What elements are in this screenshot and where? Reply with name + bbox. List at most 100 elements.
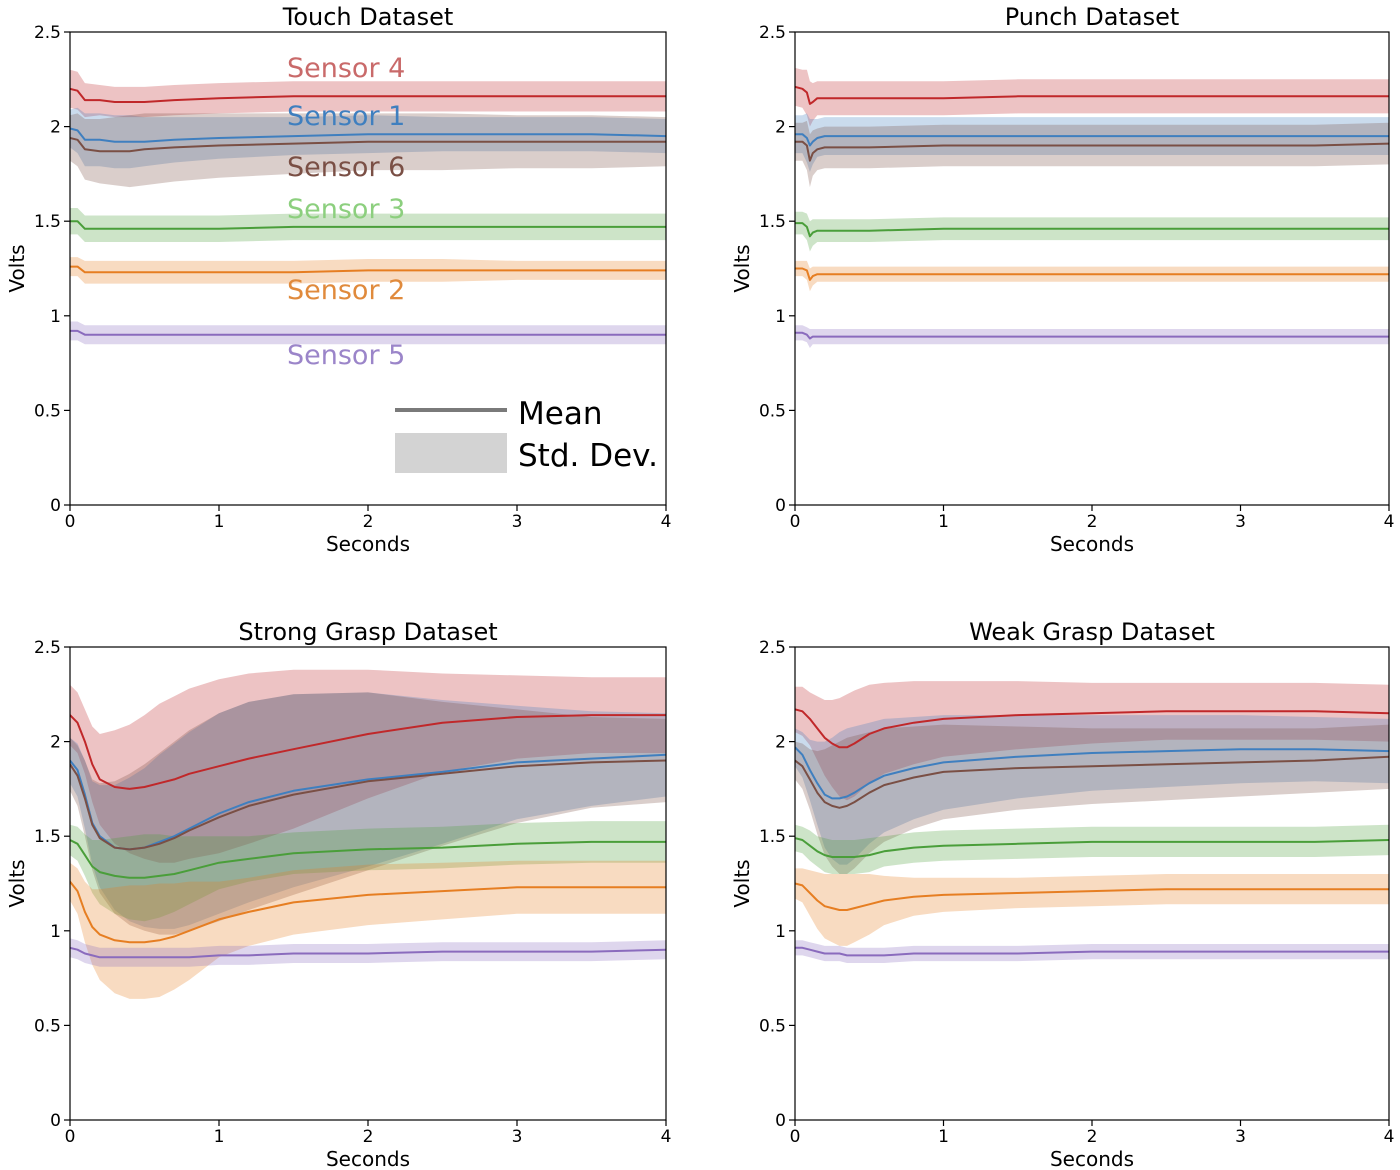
y-tick-label: 1 <box>775 922 786 942</box>
std-band-sensor-3 <box>795 824 1389 874</box>
y-tick-label: 2.5 <box>759 638 786 658</box>
x-tick-label: 1 <box>938 1127 949 1147</box>
y-tick-label: 0 <box>775 1111 786 1131</box>
x-tick-label: 0 <box>65 1127 76 1147</box>
y-tick-label: 2.5 <box>34 638 61 658</box>
x-tick-label: 4 <box>661 1127 672 1147</box>
y-tick-label: 0 <box>775 496 786 516</box>
chart-panel-3: 0 1 2 3 4 0 0.5 1 1.5 2 2.5 Strong Grasp Dataset Sec… <box>5 618 671 1170</box>
std-band-sensor-2 <box>70 860 666 999</box>
mean-line-sensor-3 <box>795 222 1389 238</box>
mean-line-sensor-2 <box>70 880 666 944</box>
mean-line-sensor-6 <box>795 140 1389 162</box>
std-band-sensor-1 <box>70 107 666 169</box>
x-tick-label: 1 <box>214 1127 225 1147</box>
y-tick-label: 2 <box>775 733 786 753</box>
y-tick-label: 2 <box>775 118 786 138</box>
std-band-sensor-3 <box>70 821 666 922</box>
y-axis-label: Volts <box>730 859 754 907</box>
y-tick-label: 1.5 <box>759 212 786 232</box>
mean-line-sensor-5 <box>70 946 666 959</box>
std-band-sensor-6 <box>70 692 666 935</box>
std-band-sensor-5 <box>70 321 666 345</box>
x-tick-label: 3 <box>1235 512 1246 532</box>
y-tick-label: 0.5 <box>759 1016 786 1036</box>
y-tick-label: 0 <box>50 1111 61 1131</box>
x-tick-label: 3 <box>512 1127 523 1147</box>
sensor-label-sensor-6: Sensor 6 <box>287 152 405 183</box>
legend: Mean Std. Dev. <box>395 396 658 474</box>
x-axis-label: Seconds <box>326 532 410 556</box>
x-tick-label: 4 <box>661 512 672 532</box>
y-tick-label: 1.5 <box>34 212 61 232</box>
y-tick-label: 1.5 <box>34 827 61 847</box>
mean-line-sensor-3 <box>70 839 666 879</box>
y-tick-label: 1 <box>50 922 61 942</box>
sensor-label-sensor-3: Sensor 3 <box>287 194 405 225</box>
plot-area <box>70 69 666 345</box>
mean-line-sensor-5 <box>70 329 666 336</box>
x-tick-label: 1 <box>938 512 949 532</box>
x-axis-label: Seconds <box>1050 1147 1134 1170</box>
x-tick-label: 4 <box>1384 512 1395 532</box>
x-tick-label: 2 <box>1087 512 1098 532</box>
sensor-label-sensor-4: Sensor 4 <box>287 53 405 84</box>
y-tick-label: 2.5 <box>34 23 61 43</box>
std-band-sensor-1 <box>70 692 666 929</box>
sensor-label-sensor-1: Sensor 1 <box>287 101 405 132</box>
plot-area <box>70 669 666 999</box>
sensor-label-sensor-5: Sensor 5 <box>287 340 405 371</box>
mean-line-sensor-4 <box>795 85 1389 105</box>
std-band-sensor-1 <box>795 113 1389 172</box>
mean-line-sensor-5 <box>795 946 1389 957</box>
chart-panel-4: 0 1 2 3 4 0 0.5 1 1.5 2 2.5 Weak Grasp Dataset Secon… <box>730 618 1394 1170</box>
mean-line-sensor-2 <box>70 265 666 274</box>
std-band-sensor-6 <box>70 113 666 188</box>
y-tick-label: 0.5 <box>759 401 786 421</box>
y-tick-label: 0.5 <box>34 401 61 421</box>
chart-title: Weak Grasp Dataset <box>969 618 1215 646</box>
mean-line-sensor-6 <box>70 759 666 851</box>
y-tick-label: 0.5 <box>34 1016 61 1036</box>
std-band-sensor-3 <box>795 211 1389 252</box>
plot-area <box>795 681 1389 963</box>
legend-std-label: Std. Dev. <box>518 438 658 474</box>
plot-area <box>795 67 1389 348</box>
x-tick-label: 0 <box>65 512 76 532</box>
y-axis-label: Volts <box>730 244 754 292</box>
sensor-label-sensor-2: Sensor 2 <box>287 275 405 306</box>
std-band-sensor-1 <box>795 715 1389 865</box>
y-tick-label: 1 <box>50 307 61 327</box>
mean-line-sensor-3 <box>795 837 1389 858</box>
legend-std-swatch <box>395 433 507 473</box>
std-band-sensor-6 <box>795 120 1389 188</box>
x-tick-label: 2 <box>363 1127 374 1147</box>
chart-title: Touch Dataset <box>282 3 454 31</box>
x-tick-label: 3 <box>1235 1127 1246 1147</box>
mean-line-sensor-1 <box>795 746 1389 800</box>
mean-line-sensor-4 <box>70 87 666 103</box>
y-tick-label: 2 <box>50 733 61 753</box>
mean-line-sensor-6 <box>795 755 1389 809</box>
x-tick-label: 4 <box>1384 1127 1395 1147</box>
std-band-sensor-4 <box>70 69 666 118</box>
chart-panel-1: 0 1 2 3 4 0 0.5 1 1.5 2 2.5 Touch Dataset Seconds Vol… <box>5 3 671 556</box>
x-tick-label: 0 <box>790 1127 801 1147</box>
y-tick-label: 2 <box>50 118 61 138</box>
mean-line-sensor-4 <box>70 714 666 790</box>
y-tick-label: 1.5 <box>759 827 786 847</box>
chart-title: Punch Dataset <box>1005 3 1180 31</box>
mean-line-sensor-5 <box>795 331 1389 340</box>
x-axis-label: Seconds <box>326 1147 410 1170</box>
y-axis-label: Volts <box>5 859 29 907</box>
mean-line-sensor-2 <box>795 267 1389 281</box>
mean-line-sensor-3 <box>70 220 666 230</box>
x-tick-label: 2 <box>1087 1127 1098 1147</box>
y-tick-label: 1 <box>775 307 786 327</box>
x-tick-label: 0 <box>790 512 801 532</box>
x-tick-label: 1 <box>214 512 225 532</box>
mean-line-sensor-6 <box>70 137 666 153</box>
std-band-sensor-2 <box>795 260 1389 292</box>
mean-line-sensor-1 <box>70 127 666 143</box>
